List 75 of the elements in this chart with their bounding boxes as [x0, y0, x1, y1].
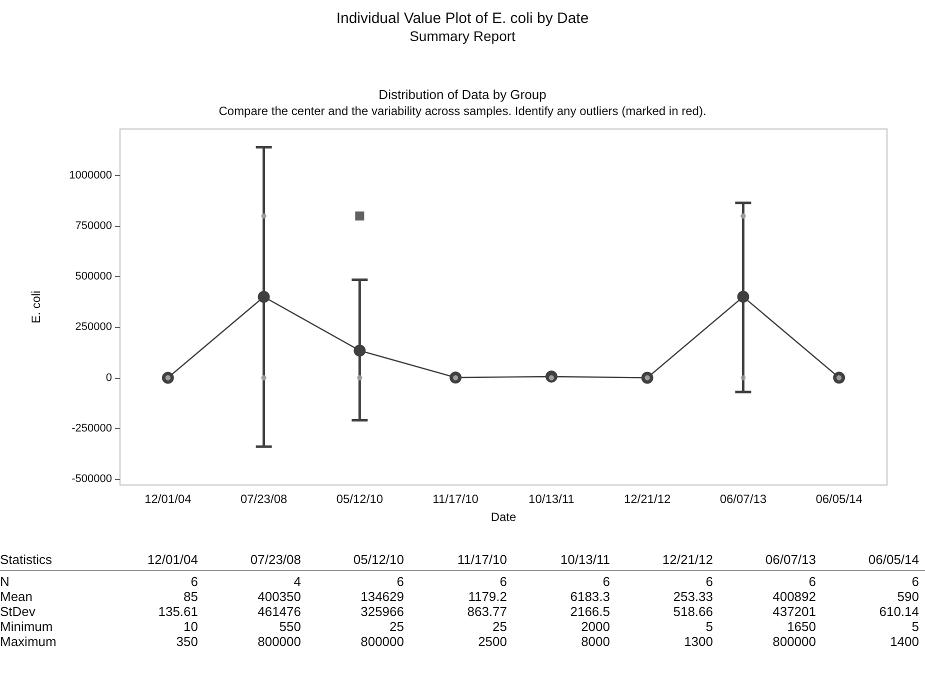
y-tick-label: 500000 — [75, 270, 112, 283]
text: Compare the center and the variability across samples. Identify any outliers (marked in red). — [218, 104, 706, 118]
x-tick-label: 06/05/14 — [816, 492, 863, 506]
category-label: 06/07/13 — [764, 552, 816, 567]
text: StDev — [0, 604, 36, 619]
data-label: 135.61 — [157, 604, 198, 619]
y-tick-label: 1000000 — [69, 170, 112, 182]
x-tick-label: 10/13/11 — [528, 492, 575, 506]
data-label: 863.77 — [466, 604, 507, 619]
data-label: 10 — [182, 619, 198, 634]
y-tick-label: 250000 — [75, 321, 112, 334]
data-label: 6 — [498, 574, 507, 589]
data-label: 2166.5 — [569, 604, 610, 619]
data-label: 6 — [704, 574, 713, 589]
category-label: 12/01/04 — [146, 552, 198, 567]
data-label: 550 — [278, 619, 301, 634]
chart-subtitle: Summary Report — [410, 28, 516, 44]
category-label: 06/05/14 — [867, 552, 919, 567]
data-label: 518.66 — [672, 604, 713, 619]
data-label: 325966 — [360, 604, 404, 619]
data-label: 590 — [896, 589, 919, 604]
text: Mean — [0, 589, 34, 604]
data-label: 6183.3 — [569, 589, 610, 604]
data-label: 1400 — [889, 634, 919, 649]
data-label: 800000 — [772, 634, 816, 649]
category-label: 05/12/10 — [352, 552, 404, 567]
data-label: 5 — [704, 619, 713, 634]
text: Distribution of Data by Group — [378, 87, 546, 102]
y-axis-title: E. coli — [29, 290, 43, 324]
data-label: 350 — [175, 634, 198, 649]
category-label: 07/23/08 — [249, 552, 301, 567]
x-tick-label: 12/21/12 — [624, 492, 671, 506]
data-label: 134629 — [360, 589, 404, 604]
data-label: 25 — [388, 619, 404, 634]
data-label: 6 — [808, 574, 816, 589]
x-tick-label: 05/12/10 — [336, 492, 384, 506]
data-label: 85 — [182, 589, 198, 604]
data-label: 6 — [910, 574, 919, 589]
data-label: 610.14 — [878, 604, 919, 619]
text: Maximum — [0, 634, 58, 649]
data-label: 6 — [396, 574, 404, 589]
chart-title: Individual Value Plot of E. coli by Date — [336, 10, 589, 27]
x-tick-label: 11/17/10 — [432, 492, 479, 506]
data-label: 253.33 — [672, 589, 713, 604]
category-label: 10/13/11 — [559, 552, 610, 567]
data-label: 6 — [190, 574, 198, 589]
data-label: 4 — [292, 574, 301, 589]
y-tick-label: 750000 — [75, 220, 112, 232]
data-label: 1300 — [683, 634, 713, 649]
data-label: 8000 — [580, 634, 610, 649]
data-label: 400350 — [256, 589, 301, 604]
data-label: 5 — [910, 619, 919, 634]
category-label: 12/21/12 — [661, 552, 713, 567]
data-label: 25 — [492, 619, 507, 634]
text: Minimum — [0, 619, 54, 634]
data-label: 1179.2 — [467, 589, 507, 604]
y-tick-label: -500000 — [72, 472, 112, 485]
x-tick-label: 06/07/13 — [720, 492, 767, 506]
data-label: 400892 — [772, 589, 816, 604]
text: Statistics — [0, 552, 54, 567]
category-label: 11/17/10 — [456, 552, 507, 567]
data-label: 1650 — [786, 619, 816, 634]
data-label: 800000 — [360, 634, 404, 649]
y-tick-label: 0 — [106, 372, 112, 384]
data-label: 461476 — [256, 604, 301, 619]
data-label: 437201 — [772, 604, 816, 619]
data-label: 800000 — [256, 634, 301, 649]
x-tick-label: 07/23/08 — [240, 492, 288, 506]
x-axis-title: Date — [490, 510, 516, 524]
data-label: 6 — [602, 574, 610, 589]
text: N — [0, 574, 10, 589]
data-label: 2000 — [580, 619, 610, 634]
y-tick-label: -250000 — [72, 422, 112, 434]
data-label: 2500 — [477, 634, 507, 649]
x-tick-label: 12/01/04 — [144, 492, 192, 506]
